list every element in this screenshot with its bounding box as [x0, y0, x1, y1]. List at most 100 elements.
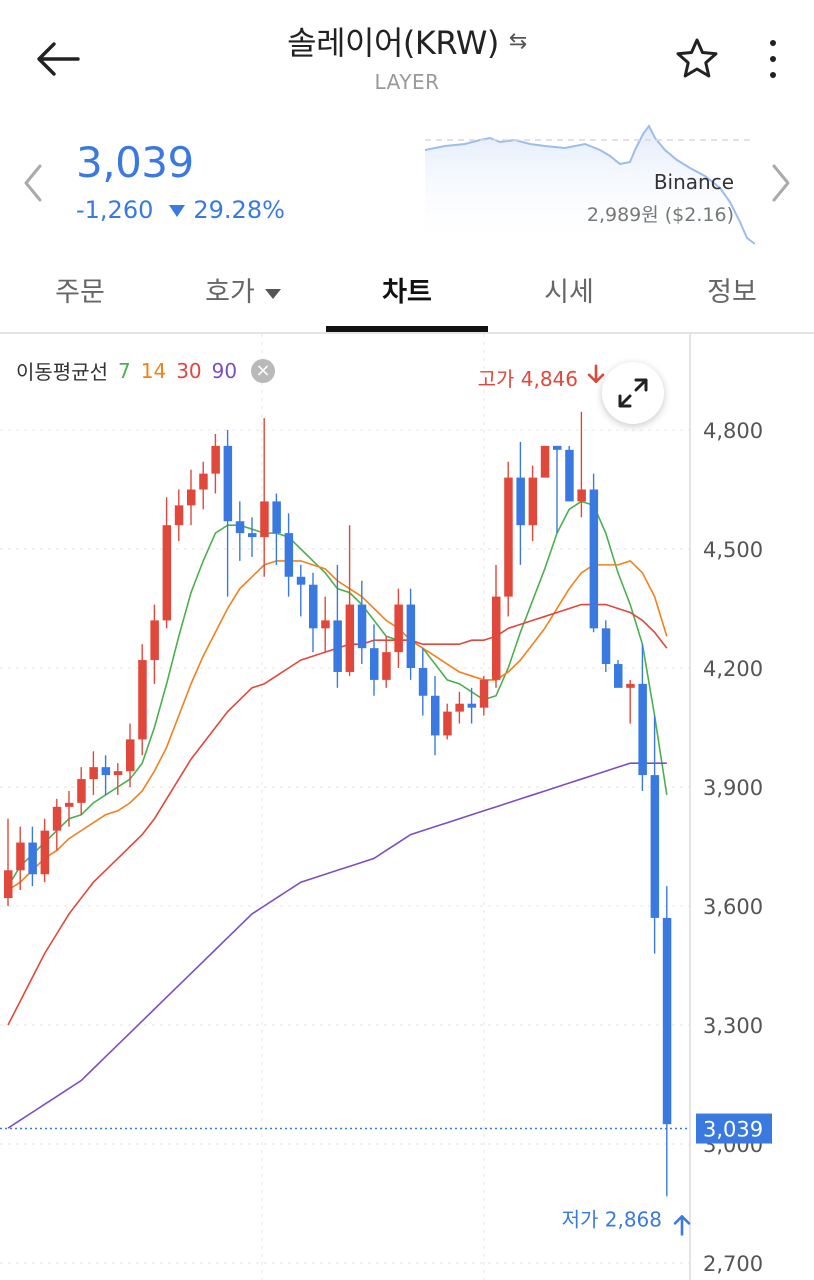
candle — [248, 517, 257, 557]
close-legend-icon[interactable]: × — [251, 358, 276, 383]
current-price-tag — [696, 1113, 772, 1144]
candle-body — [345, 604, 355, 672]
title-block: 솔레이어(KRW) ⇆ LAYER — [0, 18, 814, 94]
candle-body — [296, 576, 306, 585]
candle-body — [162, 525, 172, 621]
tab-info[interactable]: 정보 — [707, 277, 757, 308]
active-tab-indicator — [326, 326, 488, 332]
candle-body — [431, 695, 440, 736]
candle-body — [418, 668, 428, 696]
candle-body — [528, 477, 538, 526]
y-tick-label: 4,500 — [703, 538, 763, 562]
candle — [528, 465, 538, 542]
candle-body — [126, 739, 135, 772]
candle-body — [248, 533, 257, 538]
change-percent-wrap: 29.28% — [169, 196, 285, 224]
candle — [504, 461, 513, 617]
candle — [357, 580, 367, 665]
coin-symbol: LAYER — [374, 70, 440, 94]
candle-body — [211, 445, 220, 474]
candlestick-chart-area[interactable]: 4,800 4,500 4,200 3,900 3,600 3,300 3,000 2,700… — [0, 334, 814, 1280]
change-percent: 29.28% — [193, 196, 285, 224]
current-price: 3,039 — [76, 138, 194, 187]
candle-body — [455, 703, 464, 712]
price-change: -1,260 29.28% — [76, 196, 285, 224]
candle — [65, 790, 74, 827]
ma-legend-7: 7 — [118, 358, 131, 383]
tab-quotes[interactable]: 시세 — [544, 277, 594, 308]
candle-body — [16, 842, 25, 871]
tab-order[interactable]: 주문 — [55, 277, 105, 308]
mini-price-sparkline — [425, 124, 755, 248]
swap-icon[interactable]: ⇆ — [508, 28, 527, 54]
ma-line-90 — [7, 762, 667, 1129]
arrow-down-icon — [587, 364, 605, 384]
candle-body — [443, 711, 452, 736]
ma-legend-14: 14 — [140, 358, 167, 383]
candle — [565, 445, 574, 502]
candle — [260, 418, 269, 577]
candle-body — [479, 679, 489, 708]
favorite-star-icon[interactable] — [674, 36, 720, 82]
candle-body — [89, 767, 98, 780]
candle — [418, 648, 428, 716]
candle — [150, 604, 159, 684]
candle-body — [553, 445, 562, 450]
candle — [662, 886, 672, 1197]
candle-body — [138, 660, 147, 740]
candle-body — [77, 779, 86, 803]
more-menu-icon[interactable] — [758, 36, 788, 82]
moving-average-legend: 이동평균선 7 14 30 90 × — [16, 356, 276, 385]
candle — [162, 497, 172, 629]
candle — [284, 513, 294, 597]
candle — [52, 798, 62, 851]
candle-body — [272, 501, 281, 534]
candle — [394, 588, 403, 668]
candle — [540, 445, 550, 478]
candle — [626, 679, 635, 724]
candle-body — [357, 604, 367, 649]
coin-title[interactable]: 솔레이어(KRW) ⇆ — [287, 18, 527, 64]
candle — [455, 691, 464, 724]
candle — [187, 469, 196, 526]
chevron-right-icon[interactable] — [766, 158, 796, 208]
candle — [40, 818, 50, 883]
exchange-price: 2,989원 ($2.16) — [586, 204, 734, 226]
candlestick-chart[interactable]: 4,8004,5004,2003,9003,6003,3003,0002,700… — [0, 334, 814, 1280]
candle — [16, 826, 25, 891]
candle-body — [492, 596, 501, 680]
candle — [650, 715, 660, 954]
candle-body — [199, 473, 208, 490]
chevron-left-icon[interactable] — [18, 158, 48, 208]
candle — [614, 660, 623, 688]
down-triangle-icon — [169, 205, 186, 217]
tab-orderbook[interactable]: 호가 — [178, 270, 308, 309]
tab-bar: 주문 호가 차트 시세 정보 — [0, 252, 814, 334]
candle-body — [516, 477, 525, 526]
y-tick-label: 4,200 — [703, 657, 763, 681]
y-tick-label: 4,800 — [703, 419, 763, 443]
candle — [77, 767, 86, 815]
candle — [296, 564, 306, 617]
candle — [89, 751, 98, 795]
annotations: 3,039 고가 4,846 저가 2,868 — [0, 364, 772, 1236]
candle-body — [589, 489, 599, 629]
candle-body — [28, 842, 37, 875]
top-bar: 솔레이어(KRW) ⇆ LAYER — [0, 0, 814, 112]
candle-body — [540, 445, 550, 478]
candle-body — [101, 767, 111, 776]
candle-body — [394, 604, 403, 653]
candle-body — [333, 620, 342, 672]
candle — [553, 445, 562, 534]
candle-body — [150, 620, 159, 661]
candle-body — [65, 802, 74, 807]
fullscreen-expand-icon[interactable] — [602, 362, 664, 424]
back-arrow-icon[interactable] — [30, 34, 86, 84]
tab-chart[interactable]: 차트 — [382, 277, 432, 308]
candle — [138, 644, 147, 756]
candle-body — [284, 533, 294, 577]
y-tick-label: 2,700 — [703, 1252, 763, 1276]
candle-body — [260, 501, 269, 538]
price-summary: 3,039 -1,260 29.28% Binance 2,989원 ($2.1… — [0, 112, 814, 252]
